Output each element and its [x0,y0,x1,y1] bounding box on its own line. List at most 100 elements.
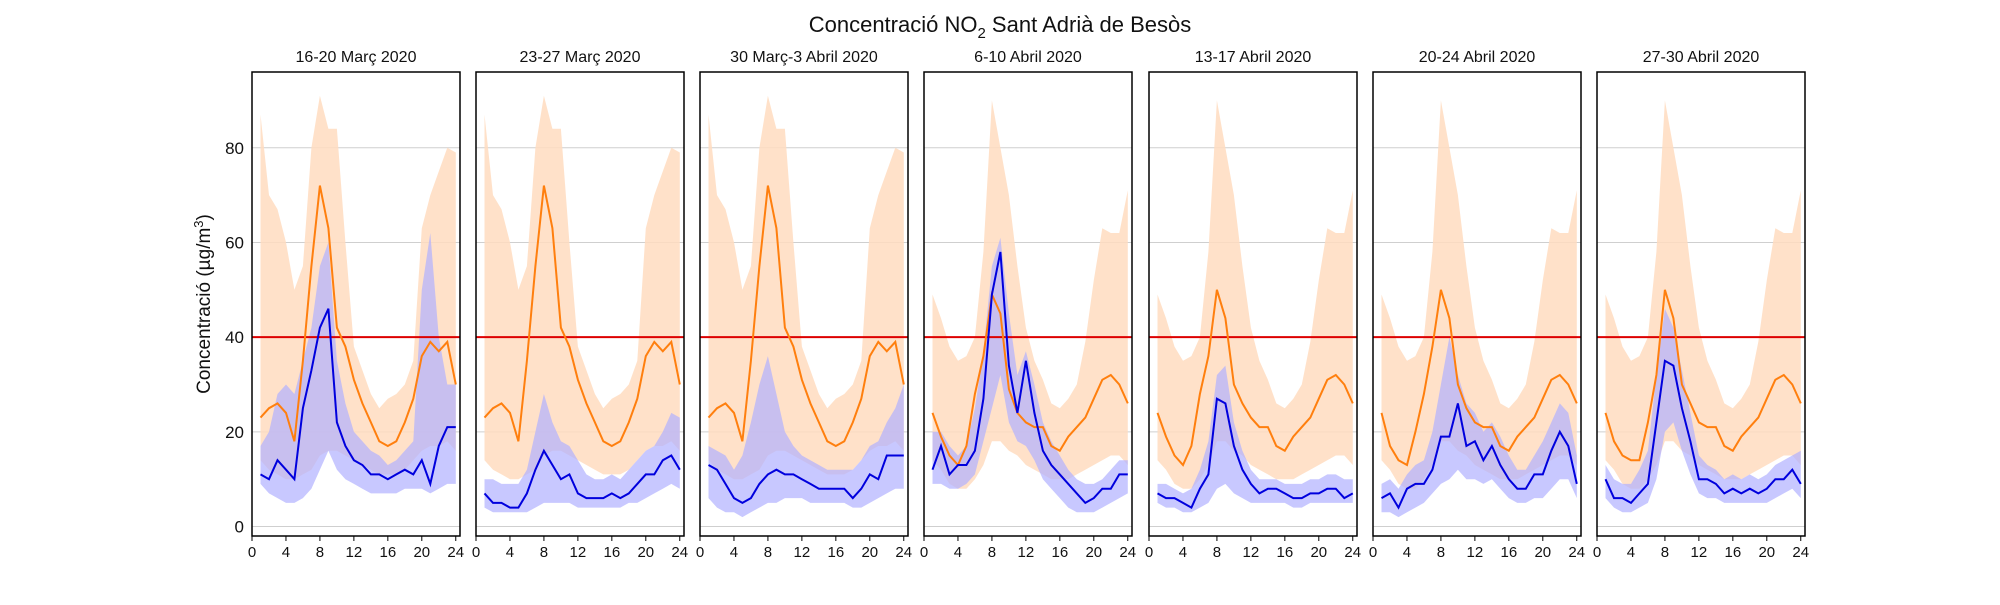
reference-series-line [707,185,905,448]
ylabel-text: Concentració (µg/m [194,228,215,394]
x-tick-label: 4 [282,544,290,561]
x-tick-label: 20 [1310,544,1327,561]
x-tick-label: 4 [1403,544,1411,561]
x-tick-label: 8 [1213,544,1221,561]
reference-range-band [1381,100,1577,489]
x-tick-label: 0 [248,544,256,561]
x-tick-label: 24 [895,544,912,561]
x-tick-label: 16 [1051,544,1068,561]
x-tick-label: 4 [1627,544,1635,561]
x-tick-label: 12 [346,544,363,561]
x-tick-label: 24 [1568,544,1585,561]
x-tick-label: 16 [827,544,844,561]
panel-title: 20-24 Abril 2020 [1419,49,1536,66]
x-tick-label: 8 [540,544,548,561]
x-tick-label: 8 [1437,544,1445,561]
y-axis-label: Concentració (µg/m3) [191,214,215,394]
x-tick-label: 12 [570,544,587,561]
reference-range-band [1157,100,1353,489]
x-tick-label: 20 [1534,544,1551,561]
panel-title: 30 Març-3 Abril 2020 [730,49,878,66]
x-tick-label: 0 [1593,544,1601,561]
x-tick-label: 8 [764,544,772,561]
y-tick-label: 20 [225,423,244,442]
x-tick-label: 16 [1276,544,1293,561]
x-tick-label: 24 [671,544,688,561]
x-tick-label: 4 [730,544,738,561]
reference-range-band [484,95,680,480]
panel-frame [475,71,685,537]
current-range-band [484,394,680,513]
x-tick-label: 20 [861,544,878,561]
x-tick-label: 20 [1758,544,1775,561]
current-series-line [931,251,1128,505]
current-series-line [1157,397,1354,510]
x-tick-label: 8 [316,544,324,561]
x-tick-label: 24 [1344,544,1361,561]
x-tick-label: 0 [1369,544,1377,561]
x-tick-label: 24 [1792,544,1809,561]
x-tick-label: 12 [1243,544,1260,561]
panel-frame [251,71,461,537]
panel-title: 13-17 Abril 2020 [1195,49,1312,66]
ylabel-end: ) [194,214,215,220]
x-tick-label: 16 [603,544,620,561]
reference-range-band [1605,100,1801,489]
panel-frame [699,71,909,537]
panel-frame [923,71,1133,537]
x-tick-label: 12 [1467,544,1484,561]
reference-series-line [1604,289,1802,462]
current-range-band [1605,308,1801,513]
y-tick-label: 80 [225,139,244,158]
current-series-line [1381,403,1578,510]
current-range-band [1157,365,1353,513]
reference-series-line [259,185,457,448]
x-tick-label: 0 [1145,544,1153,561]
title-text: Concentració NO [809,12,978,37]
panel-title: 27-30 Abril 2020 [1643,49,1760,66]
x-tick-label: 12 [1691,544,1708,561]
panel-frame [1148,71,1358,537]
current-series-line [1604,359,1802,505]
x-tick-label: 0 [696,544,704,561]
x-tick-label: 20 [413,544,430,561]
current-series-line [483,448,681,509]
x-tick-label: 8 [988,544,996,561]
y-tick-label: 40 [225,328,244,347]
title-rest: Sant Adrià de Besòs [986,12,1191,37]
reference-range-band [708,95,904,480]
x-tick-label: 4 [954,544,962,561]
reference-series-line [931,290,1129,467]
chart-title: Concentració NO2 Sant Adrià de Besòs [809,12,1192,42]
current-range-band [708,356,904,518]
x-tick-label: 24 [1119,544,1136,561]
reference-series-line [483,185,681,448]
x-tick-label: 20 [1085,544,1102,561]
x-tick-label: 24 [447,544,464,561]
panel-title: 16-20 Març 2020 [296,49,417,66]
y-tick-label: 60 [225,233,244,252]
reference-series-line [1156,289,1354,467]
ylabel-superscript: 3 [191,220,206,227]
x-tick-label: 16 [1500,544,1517,561]
title-subscript: 2 [977,25,985,42]
current-series-line [260,308,456,488]
panel-title: 6-10 Abril 2020 [974,49,1082,66]
current-range-band [260,233,456,503]
x-tick-label: 4 [1179,544,1187,561]
panel-title: 23-27 Març 2020 [520,49,641,66]
reference-series-line [1380,289,1578,467]
panel-frame [1596,71,1806,537]
y-tick-label: 0 [235,518,244,537]
panel-frame [1372,71,1582,537]
x-tick-label: 16 [1724,544,1741,561]
x-tick-label: 8 [1661,544,1669,561]
current-series-line [708,454,904,505]
current-range-band [932,237,1128,513]
x-tick-label: 12 [1018,544,1035,561]
x-tick-label: 12 [794,544,811,561]
x-tick-label: 0 [920,544,928,561]
x-tick-label: 0 [472,544,480,561]
